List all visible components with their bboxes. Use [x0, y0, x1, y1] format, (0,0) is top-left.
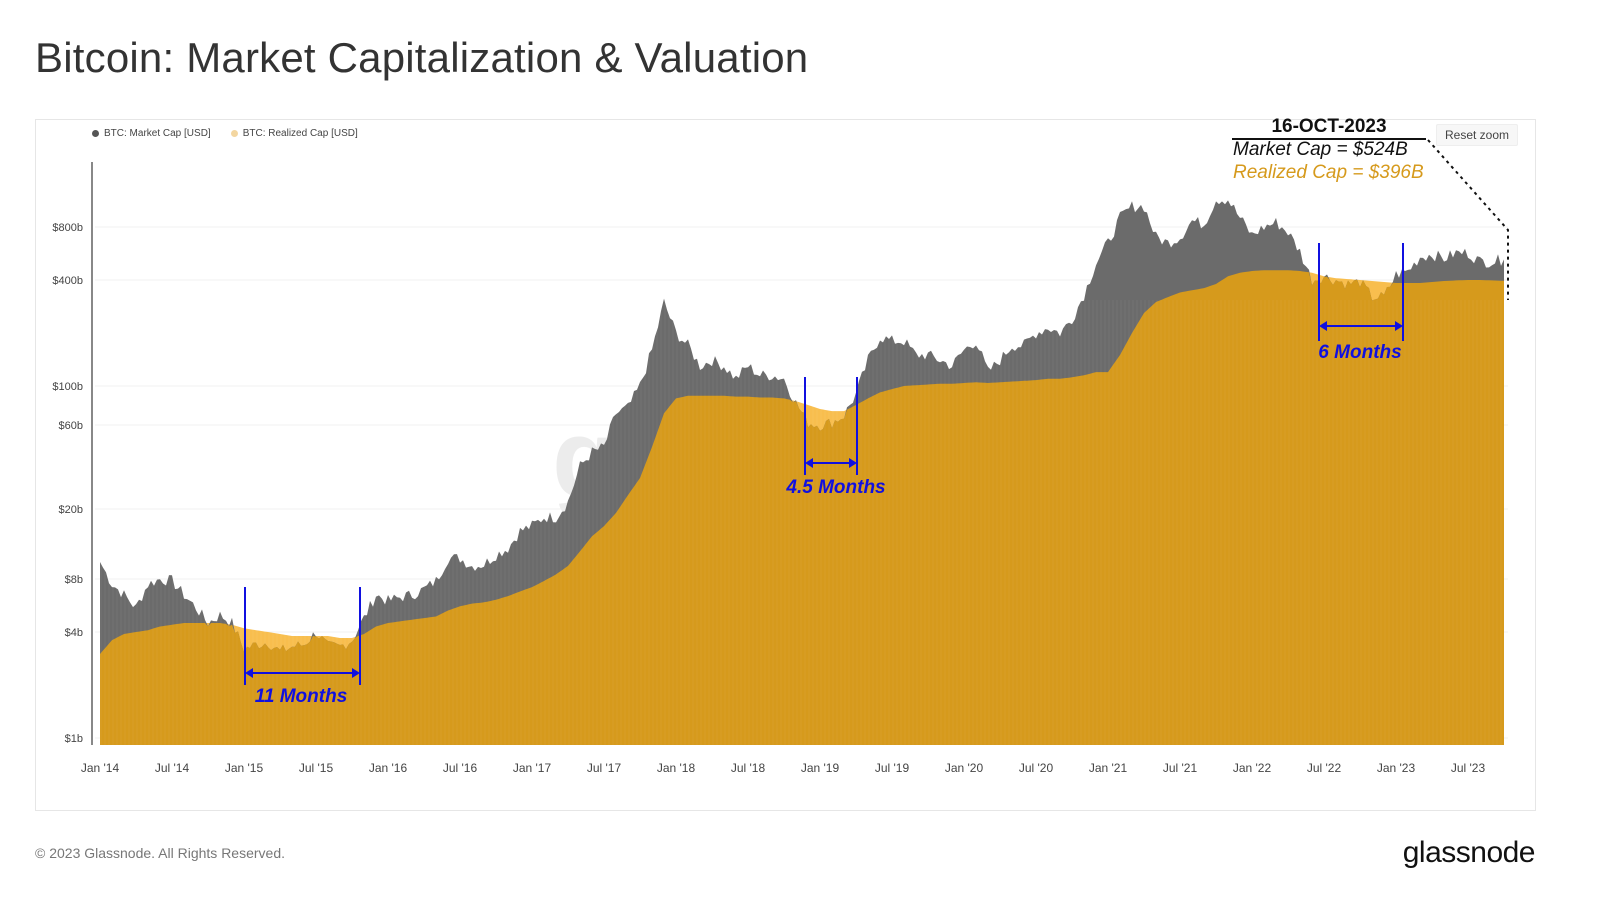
x-tick-label: Jul '22	[1307, 761, 1342, 775]
y-tick-label: $60b	[59, 420, 83, 432]
y-tick-label: $20b	[59, 504, 83, 516]
legend-label: BTC: Market Cap [USD]	[104, 128, 211, 139]
x-tick-label: Jan '15	[225, 761, 264, 775]
legend: BTC: Market Cap [USD] BTC: Realized Cap …	[92, 128, 358, 139]
x-tick-label: Jan '14	[81, 761, 120, 775]
reset-zoom-button[interactable]: Reset zoom	[1436, 124, 1519, 146]
x-tick-label: Jul '23	[1451, 761, 1486, 775]
period-bracket	[1318, 243, 1404, 341]
y-tick-label: $800b	[52, 222, 83, 234]
legend-item-realized-cap[interactable]: BTC: Realized Cap [USD]	[230, 128, 358, 139]
annotation-date: 16-OCT-2023	[1232, 116, 1426, 140]
legend-item-market-cap[interactable]: BTC: Market Cap [USD]	[92, 128, 211, 139]
period-bracket	[804, 377, 858, 475]
x-tick-label: Jul '19	[875, 761, 910, 775]
y-tick-label: $4b	[65, 627, 83, 639]
period-bracket	[244, 587, 361, 685]
legend-label: BTC: Realized Cap [USD]	[242, 128, 358, 139]
x-tick-label: Jan '19	[801, 761, 840, 775]
y-tick-label: $1b	[65, 733, 83, 745]
x-tick-label: Jan '17	[513, 761, 552, 775]
copyright-footer: © 2023 Glassnode. All Rights Reserved.	[35, 845, 286, 861]
x-tick-label: Jul '18	[731, 761, 766, 775]
legend-dot-icon	[92, 129, 99, 137]
chart-frame	[35, 119, 1536, 811]
x-tick-label: Jan '21	[1089, 761, 1128, 775]
period-label-2019: 4.5 Months	[786, 477, 886, 498]
x-tick-label: Jul '15	[299, 761, 334, 775]
y-tick-label: $100b	[52, 381, 83, 393]
x-tick-label: Jul '14	[155, 761, 190, 775]
annotation-leader-line	[1427, 139, 1509, 300]
y-tick-label: $8b	[65, 574, 83, 586]
x-tick-label: Jan '23	[1377, 761, 1416, 775]
x-tick-label: Jul '17	[587, 761, 622, 775]
period-label-2015: 11 Months	[254, 686, 348, 707]
y-tick-label: $400b	[52, 275, 83, 287]
x-tick-label: Jan '16	[369, 761, 408, 775]
annotation-realized-cap: Realized Cap = $396B	[1233, 162, 1424, 183]
x-tick-label: Jul '21	[1163, 761, 1198, 775]
realized-cap-below-market-area	[100, 270, 1504, 745]
annotation-market-cap: Market Cap = $524B	[1233, 139, 1408, 160]
x-tick-label: Jan '20	[945, 761, 984, 775]
page-title: Bitcoin: Market Capitalization & Valuati…	[35, 34, 809, 81]
x-tick-label: Jul '16	[443, 761, 478, 775]
glassnode-logo: glassnode	[1402, 836, 1536, 869]
legend-dot-icon	[230, 129, 238, 137]
x-tick-label: Jan '18	[657, 761, 696, 775]
x-tick-label: Jul '20	[1019, 761, 1054, 775]
period-label-2022: 6 Months	[1318, 342, 1402, 363]
x-tick-label: Jan '22	[1233, 761, 1272, 775]
